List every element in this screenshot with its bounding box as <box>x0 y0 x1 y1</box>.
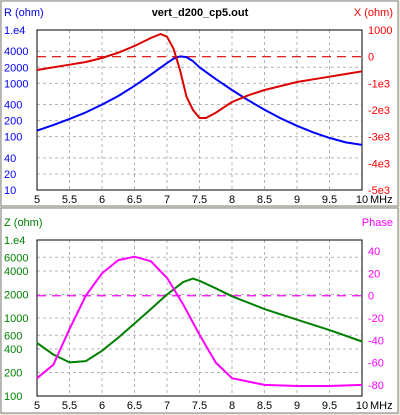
x-tick-label: 6.5 <box>127 194 142 206</box>
chart-panel-2: 5 5.5 6 6.5 7 7.5 8 8.5 9 9.5 10 MHz1.e460004000200… <box>0 207 399 414</box>
left-axis-title: R (ohm) <box>4 7 44 19</box>
x-tick-label: 9.5 <box>322 400 337 412</box>
right-tick-label: -1e3 <box>368 78 390 90</box>
x-tick-label: 7.5 <box>192 194 207 206</box>
right-tick-label: 0 <box>368 291 374 303</box>
x-tick-label: 6.5 <box>127 400 142 412</box>
left-tick-label: 6000 <box>4 252 28 264</box>
left-tick-label: 1.e4 <box>4 25 25 37</box>
chart-title: vert_d200_cp5.out <box>152 7 249 19</box>
right-tick-label: -40 <box>368 335 384 347</box>
left-tick-label: 10 <box>4 185 16 197</box>
left-tick-label: 40 <box>4 153 16 165</box>
x-tick-label: 9 <box>294 194 300 206</box>
series-line-right <box>36 33 363 119</box>
left-tick-label: 400 <box>4 344 22 356</box>
right-tick-label: 20 <box>368 268 380 280</box>
plot-area <box>36 239 363 397</box>
x-tick-label: 8 <box>229 194 235 206</box>
x-tick-label: 8 <box>229 400 235 412</box>
x-tick-label: 6 <box>99 400 105 412</box>
x-tick-label: 10 <box>356 400 368 412</box>
right-tick-label: -80 <box>368 380 384 392</box>
left-axis-title: Z (ohm) <box>4 217 43 229</box>
left-tick-label: 4000 <box>4 46 28 58</box>
right-tick-label: 0 <box>368 52 374 64</box>
x-tick-label: 5 <box>34 400 40 412</box>
right-axis-title: X (ohm) <box>354 7 393 19</box>
left-tick-label: 400 <box>4 100 22 112</box>
plot-area <box>36 29 363 191</box>
x-tick-label: 10 <box>356 194 368 206</box>
panel-frame <box>0 207 399 414</box>
x-tick-label: 7 <box>164 400 170 412</box>
left-tick-label: 100 <box>4 391 22 403</box>
right-tick-label: -2e3 <box>368 105 390 117</box>
right-tick-label: 40 <box>368 246 380 258</box>
x-tick-label: 7.5 <box>192 400 207 412</box>
x-tick-label: 9 <box>294 400 300 412</box>
x-tick-label: 9.5 <box>322 194 337 206</box>
x-axis-label: MHz <box>370 400 393 412</box>
right-tick-label: -5e3 <box>368 185 390 197</box>
right-axis-title: Phase <box>362 217 393 229</box>
left-tick-label: 1000 <box>4 313 28 325</box>
series-line-left <box>36 277 363 364</box>
x-tick-label: 5.5 <box>62 400 77 412</box>
left-tick-label: 2000 <box>4 62 28 74</box>
right-tick-label: -3e3 <box>368 132 390 144</box>
left-tick-label: 4000 <box>4 266 28 278</box>
right-tick-label: -20 <box>368 313 384 325</box>
x-tick-label: 5.5 <box>62 194 77 206</box>
series-line-left <box>36 55 363 146</box>
left-tick-label: 100 <box>4 132 22 144</box>
left-tick-label: 1000 <box>4 78 28 90</box>
x-tick-label: 7 <box>164 194 170 206</box>
x-tick-label: 6 <box>99 194 105 206</box>
x-tick-label: 5 <box>34 194 40 206</box>
right-tick-label: -4e3 <box>368 158 390 170</box>
right-tick-label: -60 <box>368 358 384 370</box>
right-tick-label: 1000 <box>368 25 392 37</box>
x-axis-label: MHz <box>370 194 393 206</box>
left-tick-label: 200 <box>4 368 22 380</box>
left-tick-label: 200 <box>4 116 22 128</box>
left-tick-label: 600 <box>4 330 22 342</box>
x-tick-label: 8.5 <box>257 194 272 206</box>
chart-panel-1: 5 5.5 6 6.5 7 7.5 8 8.5 9 9.5 10 MHz1.e440002000100… <box>0 0 399 207</box>
left-tick-label: 2000 <box>4 290 28 302</box>
left-tick-label: 20 <box>4 169 16 181</box>
series-line-right <box>36 255 363 387</box>
left-tick-label: 1.e4 <box>4 235 25 247</box>
x-tick-label: 8.5 <box>257 400 272 412</box>
